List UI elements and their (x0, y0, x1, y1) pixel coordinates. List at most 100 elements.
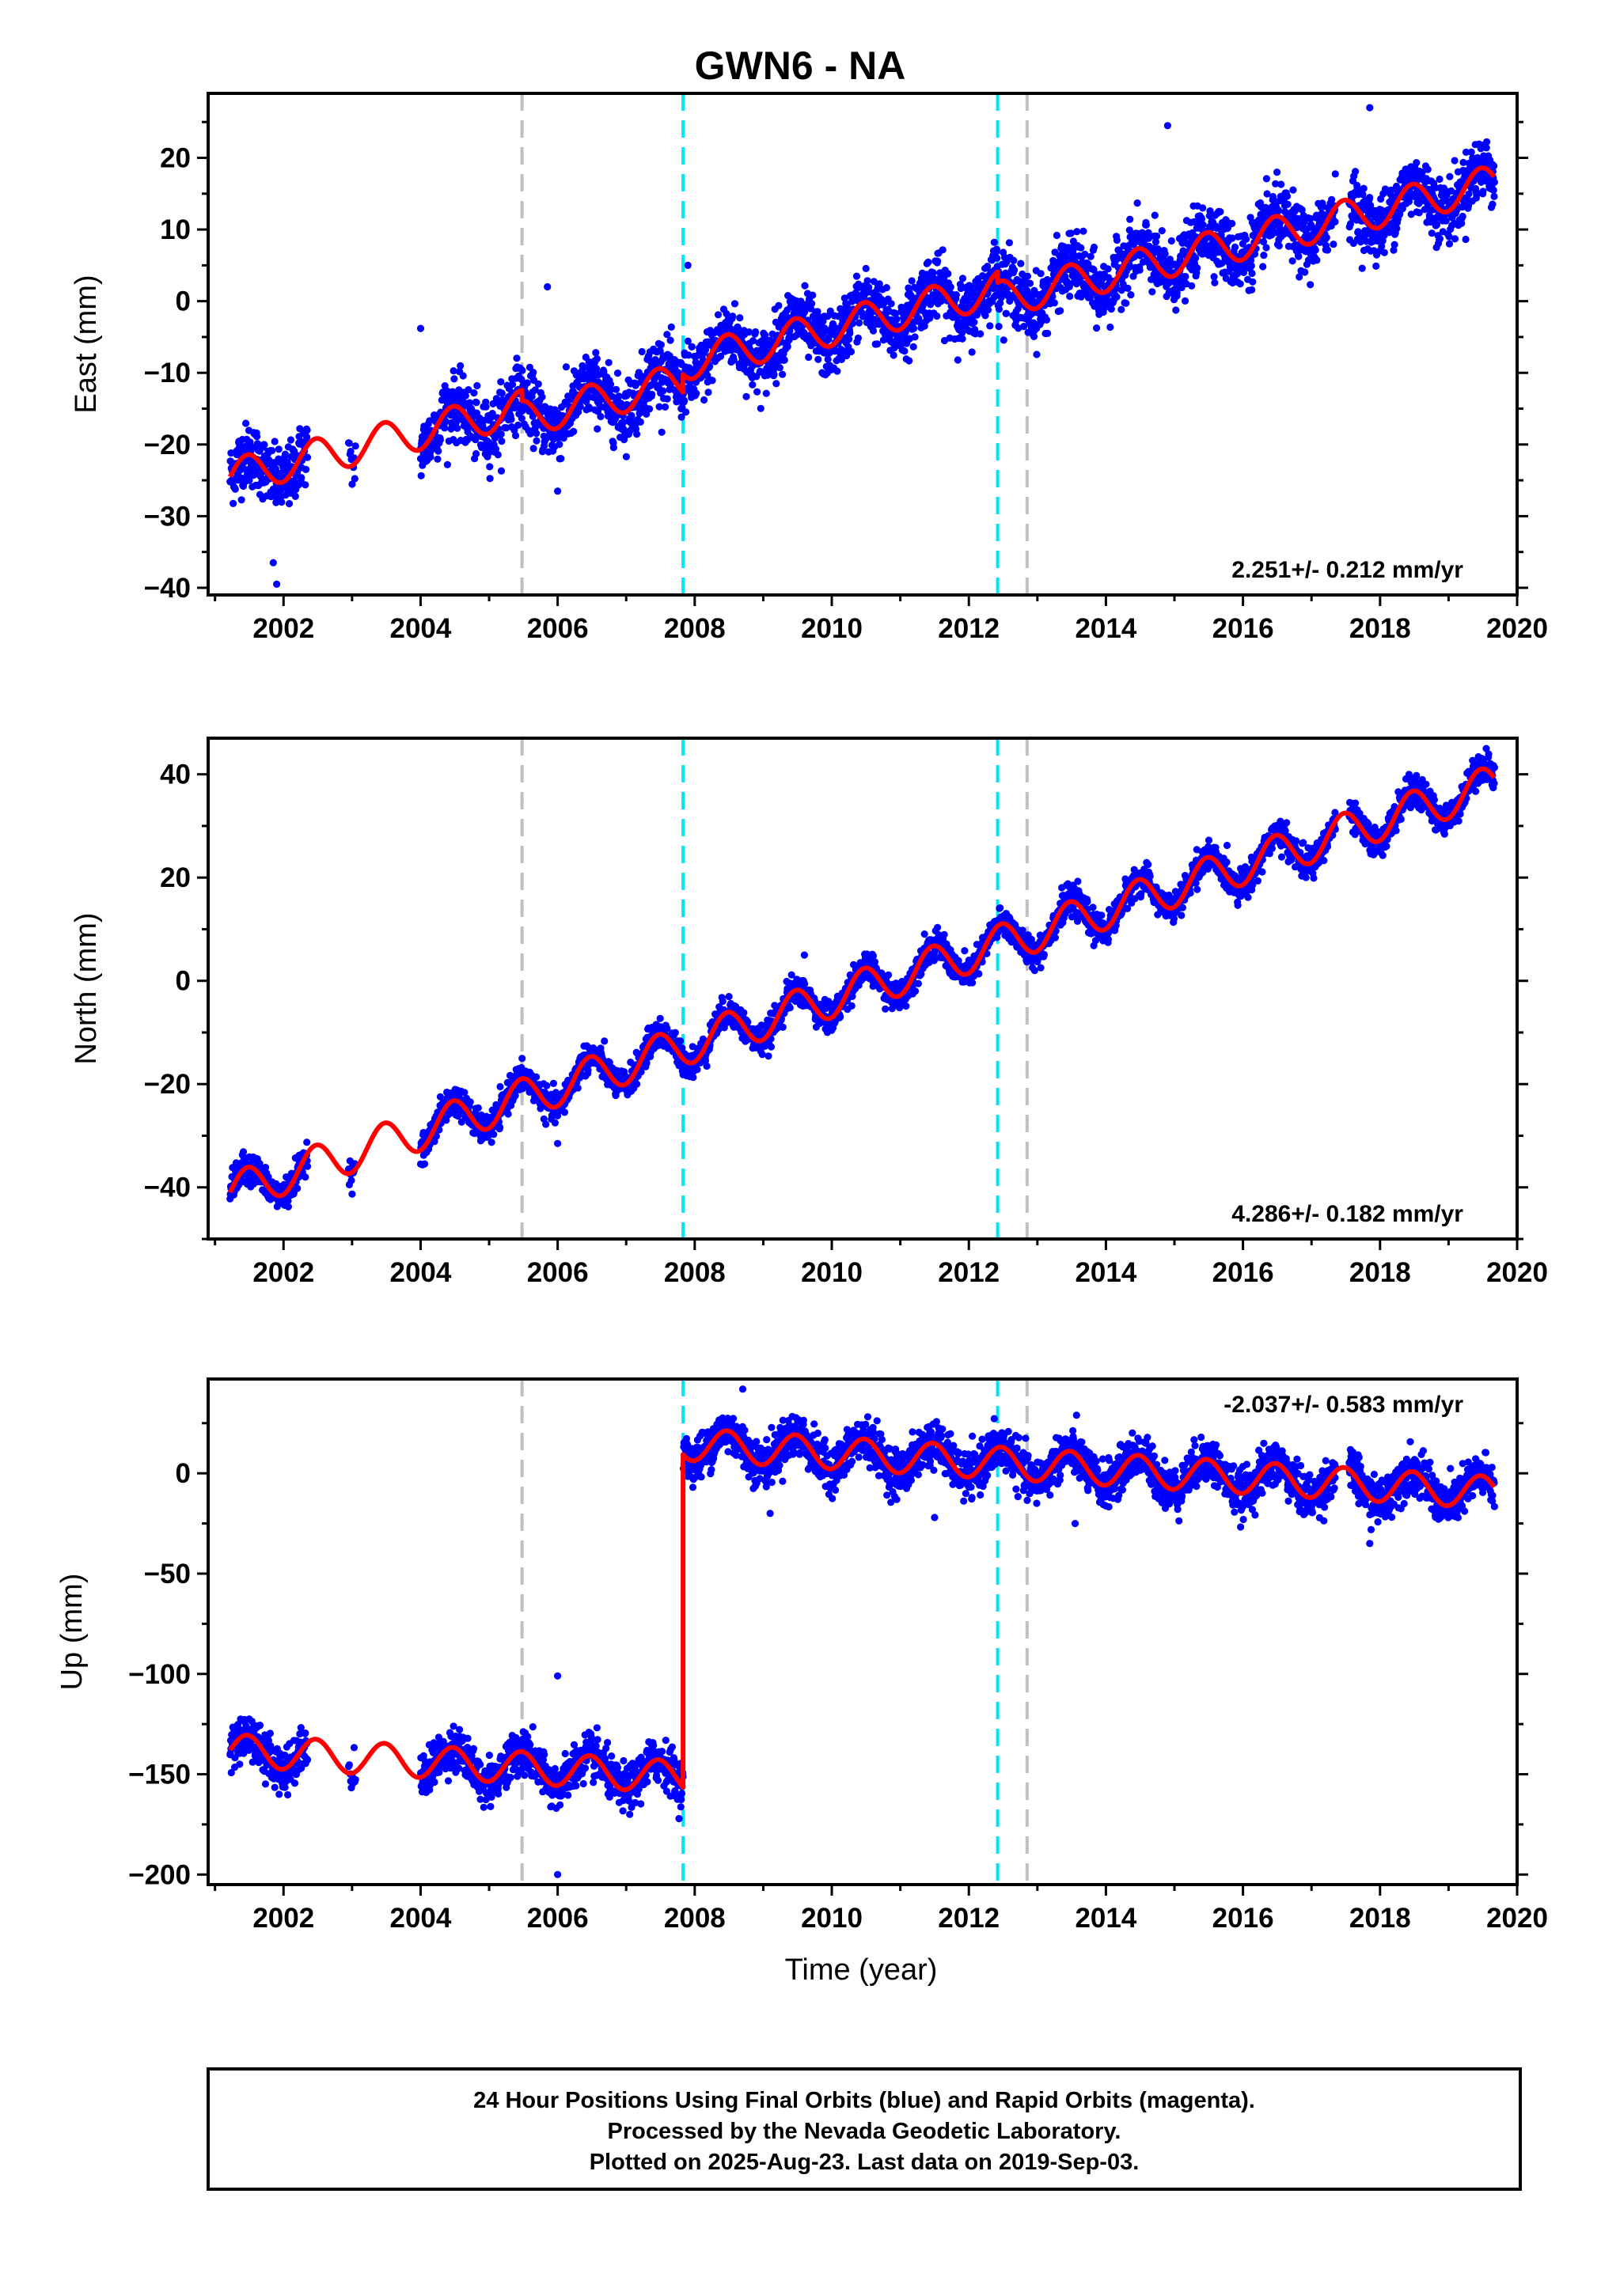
east-data-point (1459, 212, 1466, 221)
east-data-point (1295, 252, 1303, 260)
east-data-point (984, 263, 992, 271)
east-outlier-point (684, 261, 692, 269)
east-data-point (1288, 257, 1296, 265)
east-data-point (901, 347, 909, 355)
east-data-point (351, 475, 359, 483)
east-data-point (1011, 266, 1019, 274)
east-data-point (1104, 265, 1112, 273)
east-data-point (1090, 243, 1098, 252)
east-data-point (890, 351, 897, 359)
east-data-point (271, 464, 279, 473)
east-data-point (1323, 246, 1332, 254)
east-data-point (708, 377, 716, 385)
east-data-point (667, 323, 675, 331)
east-data-point (450, 367, 457, 375)
east-data-point (1289, 186, 1297, 194)
east-data-point (245, 476, 253, 484)
north-data-point (496, 1123, 504, 1131)
east-data-point (570, 427, 578, 436)
east-outlier-point (416, 324, 425, 332)
east-data-point (958, 335, 966, 343)
east-data-point (1380, 248, 1388, 256)
east-data-point (1283, 192, 1292, 200)
east-data-point (908, 277, 916, 285)
east-data-point (491, 445, 500, 453)
east-data-point (1479, 188, 1487, 195)
east-data-point (1077, 244, 1085, 252)
east-data-point (494, 451, 502, 459)
north-data-point (643, 1059, 651, 1067)
east-data-point (594, 425, 601, 433)
east-data-point (1307, 281, 1315, 289)
east-data-point (285, 500, 294, 508)
east-data-point (615, 392, 623, 400)
east-data-point (911, 333, 919, 341)
east-x-tick-label: 2010 (801, 613, 863, 644)
east-data-point (628, 411, 635, 420)
east-data-point (905, 357, 913, 365)
east-data-point (1228, 219, 1236, 228)
east-data-point (473, 381, 481, 390)
east-data-point (497, 467, 506, 475)
north-data-point (677, 1037, 685, 1045)
north-data-point (551, 1119, 560, 1127)
east-data-point (453, 424, 461, 432)
east-data-point (685, 351, 692, 359)
east-data-point (472, 436, 480, 444)
east-data-point (1259, 263, 1267, 271)
east-data-point (302, 465, 310, 474)
east-data-point (283, 458, 291, 466)
east-data-point (809, 291, 817, 299)
east-data-point (952, 291, 960, 299)
east-data-point (968, 348, 976, 356)
east-data-point (593, 354, 601, 363)
east-data-point (529, 412, 537, 420)
east-data-point (609, 392, 616, 400)
east-data-point (638, 347, 646, 356)
east-data-point (443, 460, 452, 468)
east-data-point (509, 381, 517, 388)
east-data-point (1248, 269, 1256, 278)
east-data-point (924, 258, 932, 266)
east-data-point (856, 319, 863, 327)
east-data-point (1026, 279, 1034, 287)
east-data-point (1148, 288, 1156, 296)
east-data-point (1393, 225, 1401, 233)
east-data-point (944, 270, 952, 278)
east-y-tick-label: −30 (144, 501, 191, 532)
east-data-point (605, 358, 613, 366)
east-data-point (805, 353, 813, 362)
east-data-point (704, 388, 712, 396)
east-data-point (482, 403, 490, 411)
east-data-point (852, 272, 861, 280)
east-data-point (486, 463, 494, 471)
east-outlier-point (273, 580, 281, 589)
east-data-point (874, 340, 882, 348)
east-data-point (1172, 306, 1180, 314)
east-data-point (1107, 305, 1115, 313)
east-data-point (518, 376, 525, 384)
east-data-point (745, 328, 753, 336)
north-data-point (303, 1162, 312, 1170)
east-data-point (800, 329, 808, 337)
east-x-tick-label: 2004 (390, 613, 452, 644)
east-data-point (730, 356, 738, 364)
north-data-point (348, 1190, 356, 1198)
east-data-point (271, 438, 279, 445)
east-data-point (833, 367, 841, 375)
east-x-tick-label: 2012 (938, 613, 1000, 644)
east-y-tick-label: −40 (144, 573, 191, 604)
east-data-point (990, 238, 998, 246)
east-data-point (890, 344, 898, 352)
east-data-point (995, 305, 1003, 313)
east-data-point (526, 430, 534, 438)
east-data-point (281, 450, 290, 458)
east-y-tick-label: 0 (176, 286, 191, 317)
east-data-point (863, 277, 871, 285)
east-data-point (1057, 307, 1064, 315)
east-data-point (1360, 184, 1368, 192)
north-data-point (543, 1082, 551, 1089)
east-data-point (1113, 293, 1121, 301)
east-data-point (824, 355, 832, 363)
